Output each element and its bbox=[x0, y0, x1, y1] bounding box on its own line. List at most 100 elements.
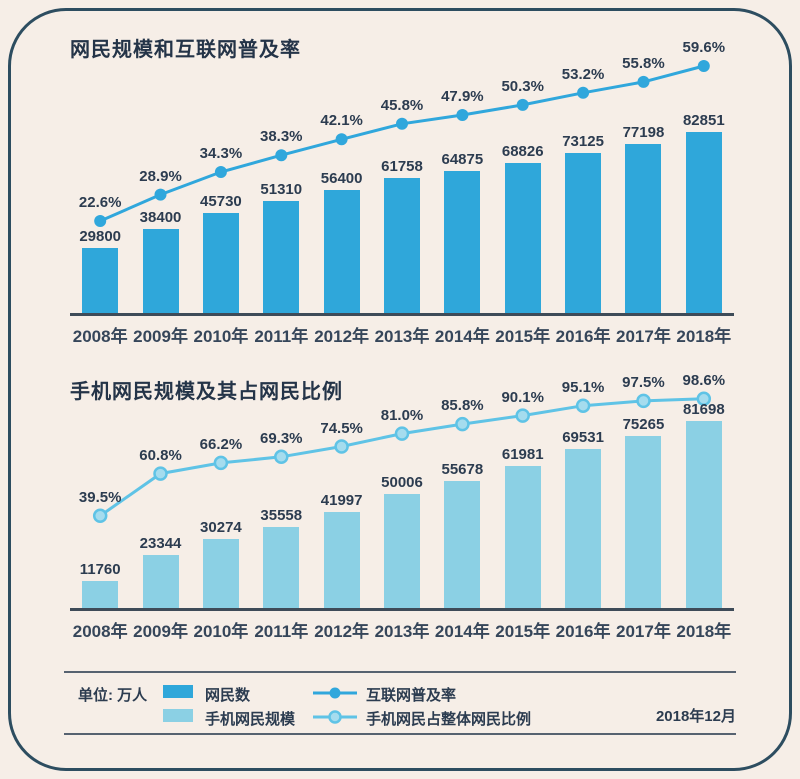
bar-2009年 bbox=[142, 229, 179, 313]
bar-value-label: 64875 bbox=[441, 151, 484, 169]
bar-2010年 bbox=[202, 213, 239, 313]
bar-value-label: 73125 bbox=[562, 133, 604, 151]
bar-value-label: 68826 bbox=[501, 142, 544, 160]
data-point-marker bbox=[697, 60, 710, 72]
bar-value-label: 75265 bbox=[622, 415, 665, 433]
data-point-marker bbox=[94, 215, 107, 227]
percent-label: 53.2% bbox=[561, 65, 605, 83]
percent-label: 81.0% bbox=[380, 406, 424, 424]
bar-value-label: 55678 bbox=[441, 460, 484, 478]
x-axis-label-2010年: 2010年 bbox=[193, 327, 249, 346]
bar-2017年 bbox=[625, 144, 662, 313]
x-axis-label-2009年: 2009年 bbox=[133, 622, 188, 641]
percent-label: 59.6% bbox=[682, 39, 726, 56]
percent-label: 47.9% bbox=[441, 88, 484, 105]
x-axis-label-2012年: 2012年 bbox=[314, 622, 370, 641]
percent-label: 60.8% bbox=[139, 446, 182, 464]
legend-line-mobile-ratio-icon bbox=[313, 710, 357, 724]
data-point-marker bbox=[275, 149, 288, 162]
x-axis-label-2016年: 2016年 bbox=[555, 327, 611, 346]
data-point-marker bbox=[575, 398, 591, 413]
bar-2015年 bbox=[504, 466, 541, 608]
x-axis-label-2012年: 2012年 bbox=[314, 327, 370, 346]
bar-2018年 bbox=[685, 132, 722, 313]
bar-2008年 bbox=[82, 247, 119, 313]
data-point-marker bbox=[637, 75, 650, 88]
x-axis-label-2013年: 2013年 bbox=[374, 327, 430, 346]
data-point-marker bbox=[516, 98, 529, 111]
bar-2008年 bbox=[82, 581, 119, 608]
data-point-marker bbox=[396, 117, 408, 130]
chart1-x-axis: 2008年 2009年 2010年 2011年 2012年 2013年 2014年 2015年… bbox=[70, 322, 734, 347]
bar-value-label: 11760 bbox=[79, 561, 121, 579]
bar-value-label: 45730 bbox=[200, 193, 242, 211]
report-date-label: 2018年12月 bbox=[655, 708, 736, 725]
data-point-marker bbox=[214, 166, 227, 178]
legend-label-netizens: 网民数 bbox=[205, 687, 251, 704]
data-point-marker bbox=[515, 408, 530, 423]
x-axis-label-2008年: 2008年 bbox=[72, 327, 128, 346]
bar-2014年 bbox=[444, 480, 481, 608]
data-point-marker bbox=[636, 393, 651, 409]
trend-line-手机网民占整体网民比例 bbox=[92, 391, 712, 524]
bar-value-label: 23344 bbox=[139, 534, 182, 552]
data-point-marker bbox=[153, 466, 168, 481]
percent-label: 74.5% bbox=[320, 419, 363, 437]
x-axis-label-2015年: 2015年 bbox=[495, 327, 551, 346]
data-point-marker bbox=[394, 426, 410, 441]
chart1-plot-area: 29800 22.6% 38400 28.9% 45730 34.3% 51310 38.3%… bbox=[70, 39, 734, 316]
chart1-title: 网民规模和互联网普及率 bbox=[70, 39, 301, 61]
bar-value-label: 51310 bbox=[260, 180, 303, 198]
percent-label: 98.6% bbox=[682, 371, 726, 389]
x-axis-label-2011年: 2011年 bbox=[254, 327, 309, 346]
data-point-marker bbox=[335, 133, 348, 146]
percent-label: 50.3% bbox=[501, 77, 544, 95]
percent-label: 22.6% bbox=[78, 194, 122, 211]
bar-2012年 bbox=[323, 189, 360, 313]
percent-label: 90.1% bbox=[501, 388, 544, 406]
bar-2012年 bbox=[323, 511, 360, 608]
legend-label-mobile-ratio: 手机网民占整体网民比例 bbox=[366, 711, 532, 728]
x-axis-label-2018年: 2018年 bbox=[676, 622, 732, 641]
bar-2018年 bbox=[685, 421, 722, 608]
bar-value-label: 56400 bbox=[320, 169, 363, 187]
x-axis-label-2017年: 2017年 bbox=[616, 327, 671, 346]
data-point-marker bbox=[92, 508, 108, 524]
percent-label: 38.3% bbox=[259, 128, 303, 146]
bar-2017年 bbox=[625, 435, 662, 608]
data-point-marker bbox=[154, 188, 167, 201]
unit-label: 单位: 万人 bbox=[78, 687, 148, 704]
bar-value-label: 77198 bbox=[622, 124, 665, 142]
x-axis-label-2017年: 2017年 bbox=[616, 622, 671, 641]
x-axis-label-2014年: 2014年 bbox=[434, 327, 490, 346]
x-axis-label-2016年: 2016年 bbox=[555, 622, 611, 641]
x-axis-label-2011年: 2011年 bbox=[254, 622, 309, 641]
x-axis-label-2015年: 2015年 bbox=[495, 622, 551, 641]
infographic-card-border bbox=[8, 8, 792, 771]
data-point-marker bbox=[577, 86, 590, 99]
percent-label: 97.5% bbox=[622, 373, 665, 391]
legend-swatch-mobile bbox=[163, 709, 193, 722]
bar-2013年 bbox=[384, 493, 420, 608]
bar-value-label: 35558 bbox=[260, 506, 303, 524]
data-point-marker bbox=[455, 416, 470, 432]
bar-value-label: 50006 bbox=[381, 473, 423, 491]
data-point-marker bbox=[696, 391, 712, 407]
bar-value-label: 61981 bbox=[501, 446, 544, 464]
legend-bottom-divider bbox=[64, 733, 736, 735]
chart2-x-axis: 2008年 2009年 2010年 2011年 2012年 2013年 2014年 2015年… bbox=[70, 617, 734, 642]
bar-value-label: 82851 bbox=[682, 112, 725, 129]
chart2-title: 手机网民规模及其占网民比例 bbox=[70, 381, 343, 403]
x-axis-label-2013年: 2013年 bbox=[374, 622, 430, 641]
x-axis-label-2008年: 2008年 bbox=[72, 622, 128, 641]
data-point-marker bbox=[213, 455, 229, 471]
bar-value-label: 81698 bbox=[682, 401, 725, 418]
bar-2014年 bbox=[444, 171, 481, 313]
bar-2010年 bbox=[202, 538, 239, 608]
percent-label: 66.2% bbox=[199, 435, 243, 453]
percent-label: 95.1% bbox=[561, 378, 605, 396]
bar-value-label: 61758 bbox=[381, 158, 423, 176]
x-axis-label-2018年: 2018年 bbox=[676, 327, 732, 346]
percent-label: 42.1% bbox=[320, 112, 363, 130]
